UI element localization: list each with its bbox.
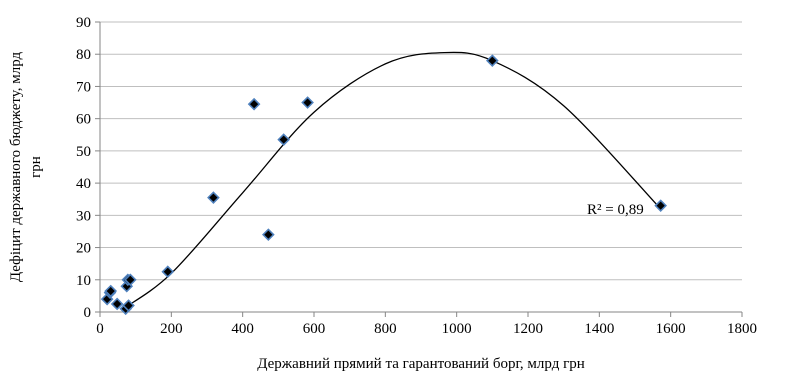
data-point [110, 297, 124, 311]
y-tick-label: 10 [76, 273, 91, 289]
data-point [161, 265, 175, 279]
data-point [247, 97, 261, 111]
data-point [654, 199, 668, 212]
y-tick-label: 90 [76, 15, 91, 31]
data-point [486, 54, 499, 67]
data-point [262, 228, 275, 241]
y-tick-labels: 0 10 20 30 40 50 60 70 80 90 [76, 15, 91, 321]
data-point [277, 133, 291, 146]
y-tick-label: 50 [76, 144, 91, 160]
x-tick-label: 1000 [442, 321, 472, 337]
data-point [104, 284, 118, 298]
gridlines [100, 21, 742, 281]
x-tick-label: 800 [374, 321, 397, 337]
y-axis-title-line1: Дефіцит державного бюджету, млрд [8, 52, 24, 283]
y-axis-title: Дефіцит державного бюджету, млрд грн [8, 52, 44, 283]
y-axis-title-line2: грн [28, 156, 44, 178]
trendline [122, 51, 662, 310]
x-tick-label: 0 [96, 321, 104, 337]
data-point [301, 96, 314, 109]
y-tick-label: 80 [76, 47, 91, 63]
y-tick-label: 40 [76, 176, 91, 192]
y-tick-label: 60 [76, 112, 91, 128]
x-tick-label: 1600 [656, 321, 686, 337]
x-tick-label: 1400 [584, 321, 614, 337]
axes [95, 21, 743, 317]
data-point [123, 273, 137, 287]
data-points [100, 54, 668, 316]
y-tick-label: 20 [76, 241, 91, 257]
x-tick-label: 600 [303, 321, 326, 337]
data-point [122, 299, 135, 312]
y-tick-label: 70 [76, 79, 91, 95]
r-squared-annotation: R² = 0,89 [587, 202, 644, 218]
y-tick-label: 30 [76, 208, 91, 224]
x-tick-label: 200 [160, 321, 183, 337]
data-point [207, 191, 220, 204]
x-tick-label: 1200 [513, 321, 543, 337]
x-tick-label: 400 [231, 321, 254, 337]
x-axis-title: Державний прямий та гарантований борг, м… [257, 356, 585, 372]
x-tick-label: 1800 [727, 321, 757, 337]
x-tick-labels: 0 200 400 600 800 1000 1200 1400 1600 1800 [96, 321, 757, 337]
y-tick-label: 0 [84, 305, 92, 321]
